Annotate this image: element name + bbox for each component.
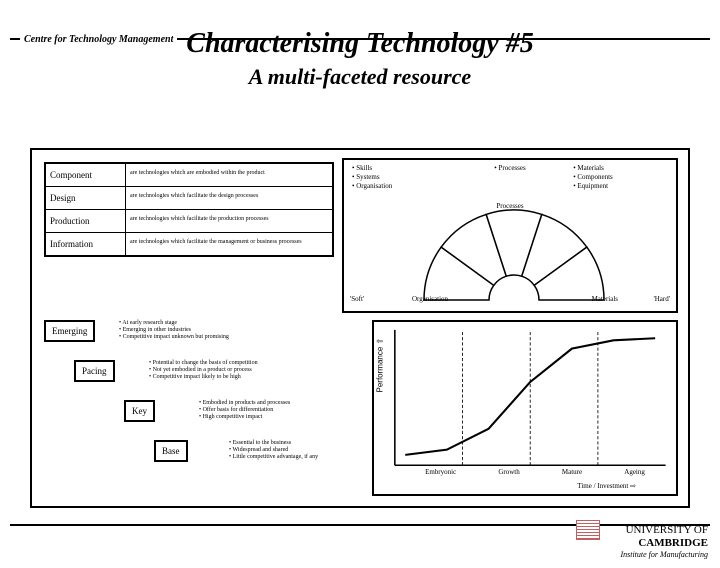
- main-frame: Componentare technologies which are embo…: [30, 148, 690, 508]
- curve-xtitle: Time / Investment ⇨: [577, 482, 636, 490]
- tech-row: Informationare technologies which facili…: [46, 233, 332, 255]
- tech-desc: are technologies which facilitate the pr…: [126, 210, 332, 232]
- footer-uni2: CAMBRIDGE: [620, 537, 708, 550]
- fan-list-left: • Skills• Systems• Organisation: [352, 164, 447, 191]
- tech-label: Design: [46, 187, 126, 209]
- fan-top-label: Processes: [496, 202, 523, 210]
- fan-hard-label: 'Hard': [653, 295, 670, 303]
- fan-mat-label: Materials: [592, 295, 618, 303]
- stage-box-emerging: Emerging: [44, 320, 95, 342]
- page-subtitle: A multi-faceted resource: [0, 64, 720, 90]
- fan-soft-label: 'Soft': [350, 295, 364, 303]
- fan-svg: [394, 200, 634, 310]
- tech-row: Productionare technologies which facilit…: [46, 210, 332, 233]
- tech-row: Designare technologies which facilitate …: [46, 187, 332, 210]
- s-curve-area: Performance ⇧ EmbryonicGrowthMatureAgein…: [372, 320, 678, 496]
- fan-diagram-area: • Skills• Systems• Organisation • Proces…: [342, 158, 678, 313]
- tech-label: Production: [46, 210, 126, 232]
- curve-xlabels: EmbryonicGrowthMatureAgeing: [404, 468, 666, 476]
- stage-box-pacing: Pacing: [74, 360, 115, 382]
- tech-row: Componentare technologies which are embo…: [46, 164, 332, 187]
- cambridge-logo: [576, 520, 600, 540]
- fan-lists: • Skills• Systems• Organisation • Proces…: [344, 160, 676, 195]
- header-text: Centre for Technology Management: [20, 34, 177, 45]
- stage-box-key: Key: [124, 400, 155, 422]
- fan-list-right: • Materials• Components• Equipment: [573, 164, 668, 191]
- stage-desc: • At early research stage• Emerging in o…: [119, 320, 349, 342]
- fan-org-label: Organisation: [412, 295, 448, 303]
- footer-inst: Institute for Manufacturing: [620, 550, 708, 560]
- tech-desc: are technologies which facilitate the ma…: [126, 233, 332, 255]
- fan-list-mid: • Processes: [463, 164, 558, 191]
- tech-types-table: Componentare technologies which are embo…: [44, 162, 334, 257]
- curve-ylabel: Performance ⇧: [376, 338, 385, 393]
- footer: UNIVERSITY OF CAMBRIDGE Institute for Ma…: [620, 524, 708, 560]
- tech-label: Component: [46, 164, 126, 186]
- tech-desc: are technologies which facilitate the de…: [126, 187, 332, 209]
- footer-rule: [10, 524, 710, 526]
- tech-desc: are technologies which are embodied with…: [126, 164, 332, 186]
- tech-label: Information: [46, 233, 126, 255]
- stage-desc: • Potential to change the basis of compe…: [149, 360, 379, 382]
- stage-box-base: Base: [154, 440, 188, 462]
- footer-uni1: UNIVERSITY OF: [620, 524, 708, 537]
